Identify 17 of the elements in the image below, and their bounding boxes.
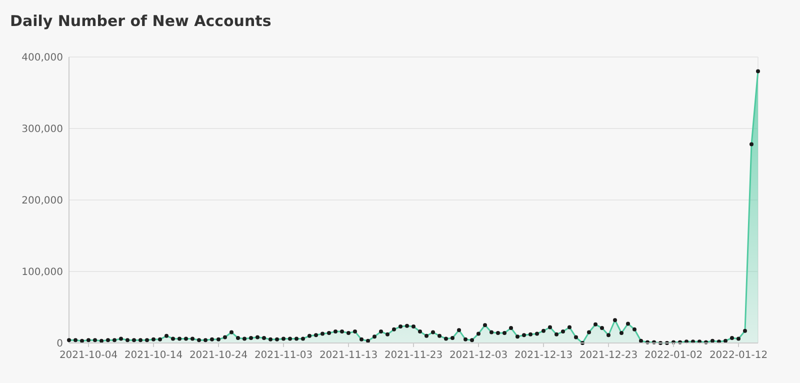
x-tick-label: 2021-11-23 xyxy=(384,350,443,361)
y-tick-label: 0 xyxy=(56,338,63,350)
chart-title: Daily Number of New Accounts xyxy=(10,12,272,30)
x-tick-label: 2022-01-12 xyxy=(709,350,768,361)
y-tick-label: 100,000 xyxy=(22,267,63,278)
x-tick-label: 2021-10-04 xyxy=(59,350,118,361)
x-tick-label: 2021-10-24 xyxy=(189,350,248,361)
x-tick-label: 2021-12-03 xyxy=(449,350,508,361)
x-tick-label: 2021-11-03 xyxy=(254,350,313,361)
x-tick-label: 2021-12-13 xyxy=(514,350,573,361)
x-tick-label: 2021-10-14 xyxy=(124,350,183,361)
x-tick-label: 2022-01-02 xyxy=(644,350,703,361)
x-tick-label: 2021-11-13 xyxy=(319,350,378,361)
y-tick-label: 200,000 xyxy=(22,196,63,206)
y-tick-label: 300,000 xyxy=(22,124,63,135)
x-tick-label: 2021-12-23 xyxy=(579,350,638,361)
y-tick-label: 400,000 xyxy=(22,52,63,64)
